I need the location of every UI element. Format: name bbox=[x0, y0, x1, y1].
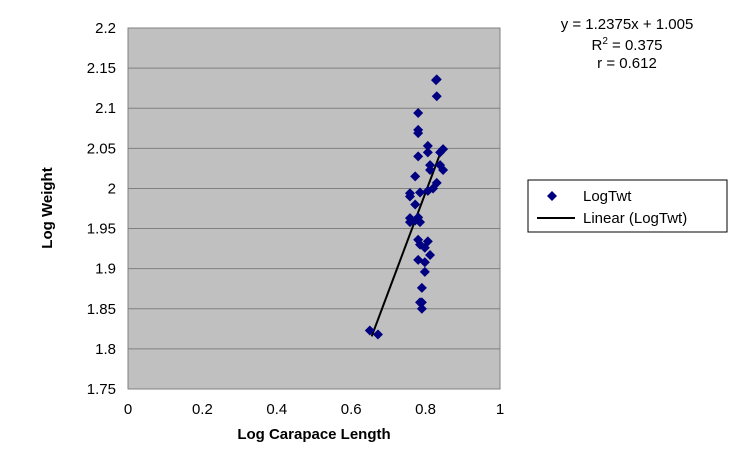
data-point bbox=[413, 151, 424, 162]
y-tick-label: 2.15 bbox=[87, 60, 116, 77]
x-tick-label: 0.4 bbox=[266, 401, 287, 418]
y-tick-label: 2.2 bbox=[95, 20, 116, 37]
data-point bbox=[419, 257, 430, 268]
data-point bbox=[419, 266, 430, 277]
data-point bbox=[431, 91, 442, 102]
data-point bbox=[425, 164, 436, 175]
data-point bbox=[410, 171, 421, 182]
data-point bbox=[372, 329, 383, 340]
data-point bbox=[425, 250, 436, 261]
x-axis-label: Log Carapace Length bbox=[237, 426, 390, 443]
data-point bbox=[364, 325, 375, 336]
data-point bbox=[438, 164, 449, 175]
trendline bbox=[370, 147, 444, 337]
x-tick-label: 0.8 bbox=[415, 401, 436, 418]
y-tick-label: 1.85 bbox=[87, 301, 116, 318]
data-point bbox=[422, 147, 433, 158]
y-tick-label: 1.75 bbox=[87, 381, 116, 398]
data-point bbox=[422, 185, 433, 196]
y-tick-label: 2.1 bbox=[95, 100, 116, 117]
data-point bbox=[413, 128, 424, 139]
data-point bbox=[431, 75, 442, 86]
data-point bbox=[404, 191, 415, 202]
data-point bbox=[415, 187, 426, 198]
data-point bbox=[416, 282, 427, 293]
x-tick-label: 0.6 bbox=[341, 401, 362, 418]
data-point bbox=[415, 217, 426, 228]
r-annotation: r = 0.612 bbox=[597, 55, 657, 72]
y-tick-label: 2.05 bbox=[87, 140, 116, 157]
data-point bbox=[410, 199, 421, 210]
plot-area bbox=[127, 27, 501, 390]
y-tick-label: 2 bbox=[108, 180, 116, 197]
data-point bbox=[416, 303, 427, 314]
data-point bbox=[419, 242, 430, 253]
data-point bbox=[422, 140, 433, 151]
legend-diamond-icon bbox=[547, 191, 557, 201]
data-point bbox=[416, 297, 427, 308]
data-point bbox=[435, 147, 446, 158]
legend-label-linear: Linear (LogTwt) bbox=[583, 210, 687, 227]
x-tick-label: 0.2 bbox=[192, 401, 213, 418]
y-tick-label: 1.9 bbox=[95, 261, 116, 278]
r-squared-annotation: R2 = 0.375 bbox=[591, 36, 662, 54]
legend-label-logtwt: LogTwt bbox=[583, 188, 632, 205]
y-tick-label: 1.8 bbox=[95, 341, 116, 358]
y-axis-label: Log Weight bbox=[39, 167, 56, 248]
x-tick-label: 0 bbox=[124, 401, 132, 418]
legend: LogTwt Linear (LogTwt) bbox=[527, 179, 728, 233]
data-point bbox=[413, 108, 424, 119]
x-tick-label: 1 bbox=[496, 401, 504, 418]
equation-annotation: y = 1.2375x + 1.005 bbox=[561, 16, 694, 33]
y-tick-label: 1.95 bbox=[87, 221, 116, 238]
